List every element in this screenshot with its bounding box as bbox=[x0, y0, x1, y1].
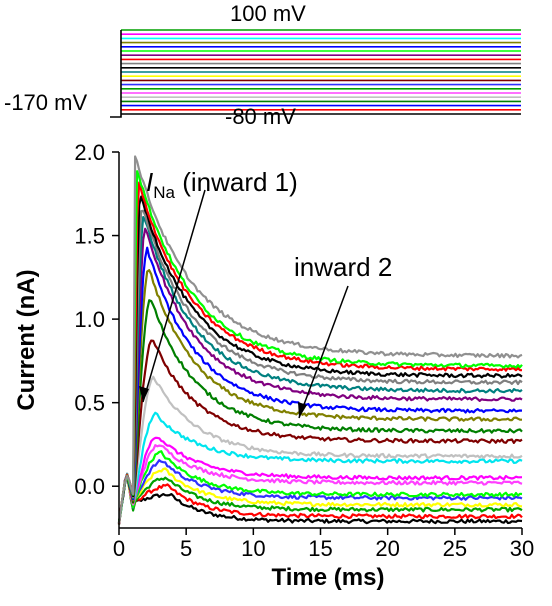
protocol-label-top: 100 mV bbox=[230, 1, 306, 26]
annotation-inward2-arrow bbox=[298, 285, 349, 419]
current-trace-6 bbox=[117, 450, 523, 524]
x-tick-label: 10 bbox=[241, 536, 265, 561]
annotation-inward2-text: inward 2 bbox=[294, 252, 392, 282]
svg-text:INa (inward 1): INa (inward 1) bbox=[146, 167, 298, 202]
current-trace-2 bbox=[117, 476, 523, 524]
annotation-ina-subscript: Na bbox=[153, 183, 175, 202]
x-tick-label: 25 bbox=[443, 536, 467, 561]
current-trace-11 bbox=[117, 339, 523, 525]
x-tick-label: 20 bbox=[375, 536, 399, 561]
protocol-label-bottom: -80 mV bbox=[225, 104, 296, 129]
current-trace-3 bbox=[117, 475, 523, 525]
current-trace-10 bbox=[117, 375, 523, 524]
y-tick-label: 1.5 bbox=[74, 224, 105, 249]
y-tick-label: 0.0 bbox=[74, 474, 105, 499]
current-trace-14 bbox=[117, 246, 523, 524]
y-tick-label: 1.0 bbox=[74, 307, 105, 332]
annotation-inward2-arrowhead bbox=[298, 402, 307, 418]
x-tick-label: 30 bbox=[510, 536, 534, 561]
current-trace-8 bbox=[117, 436, 523, 525]
current-trace-5 bbox=[117, 459, 523, 524]
current-trace-13 bbox=[117, 269, 522, 525]
annotation-inward2: inward 2 bbox=[294, 252, 392, 419]
annotation-ina-text: (inward 1) bbox=[175, 167, 298, 197]
current-trace-16 bbox=[117, 216, 523, 523]
y-axis-title: Current (nA) bbox=[13, 269, 40, 410]
y-axis-ticks: 0.0 0.5 1.0 1.5 2.0 bbox=[74, 140, 119, 499]
annotation-ina-arrowhead bbox=[139, 386, 149, 402]
current-trace-9 bbox=[117, 411, 523, 523]
annotation-ina: INa (inward 1) bbox=[139, 167, 298, 403]
current-traces bbox=[117, 155, 523, 525]
current-trace-1 bbox=[117, 474, 523, 525]
current-trace-17 bbox=[117, 209, 523, 524]
protocol-holding-line bbox=[110, 30, 122, 118]
current-trace-21 bbox=[117, 155, 523, 524]
x-axis-ticks: 0 5 10 15 20 25 30 bbox=[113, 528, 534, 561]
current-trace-15 bbox=[117, 227, 523, 524]
annotation-ina-symbol: I bbox=[146, 167, 153, 197]
protocol-step-lines bbox=[121, 29, 521, 115]
x-tick-label: 0 bbox=[113, 536, 125, 561]
y-tick-label: 2.0 bbox=[74, 140, 105, 165]
x-tick-label: 15 bbox=[308, 536, 332, 561]
current-trace-12 bbox=[117, 299, 523, 524]
plot-area: 0.0 0.5 1.0 1.5 2.0 0 5 10 15 20 25 30 bbox=[74, 140, 534, 561]
annotation-ina-arrow bbox=[142, 189, 206, 403]
x-tick-label: 5 bbox=[180, 536, 192, 561]
current-trace-7 bbox=[117, 444, 523, 522]
y-tick-label: 0.5 bbox=[74, 391, 105, 416]
voltage-protocol: 100 mV -80 mV -170 mV bbox=[4, 1, 521, 129]
x-axis-title: Time (ms) bbox=[272, 564, 385, 591]
current-trace-18 bbox=[117, 195, 523, 523]
protocol-label-hold: -170 mV bbox=[4, 90, 87, 115]
current-trace-4 bbox=[117, 467, 523, 524]
